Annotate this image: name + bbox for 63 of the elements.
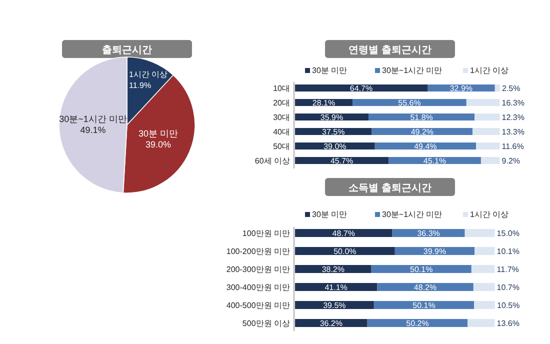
data-label: 49.4%	[414, 142, 437, 151]
data-label: 13.3%	[502, 128, 524, 136]
data-label: 39.5%	[323, 301, 346, 310]
legend-label: 30분~1시간 미만	[382, 210, 442, 219]
y-tick-label: 200-300만원 미만	[226, 265, 290, 274]
legend-label: 1시간 이상	[470, 210, 509, 219]
data-label: 64.7%	[350, 84, 373, 93]
data-label: 48.2%	[414, 283, 437, 292]
y-tick-label: 60세 이상	[254, 156, 290, 166]
legend-label: 30분 미만	[312, 210, 348, 219]
legend-label: 30분 미만	[312, 66, 348, 75]
y-tick-label: 300-400만원 미만	[226, 283, 290, 292]
data-label: 36.2%	[320, 319, 343, 328]
data-label: 50.0%	[334, 247, 356, 256]
y-tick-label: 50대	[273, 142, 290, 151]
data-label: 13.6%	[496, 319, 520, 328]
data-label: 32.9%	[450, 84, 473, 93]
data-label: 49.2%	[410, 128, 434, 136]
data-label: 11.9%	[129, 81, 152, 90]
data-label: 35.9%	[320, 113, 344, 122]
data-label: 39.0%	[324, 142, 346, 151]
data-label: 9.2%	[502, 156, 520, 166]
data-label: 2.5%	[502, 84, 520, 93]
data-label: 36.3%	[417, 229, 440, 238]
data-label: 10.1%	[496, 247, 520, 256]
slice-label: 30분~1시간 미만	[59, 114, 127, 124]
slice-label: 30분 미만	[138, 128, 178, 138]
slice-label: 1시간 이상	[129, 70, 168, 79]
data-label: 41.1%	[324, 283, 348, 292]
y-tick-label: 10대	[273, 84, 290, 93]
data-label: 39.0%	[146, 139, 172, 150]
data-label: 50.1%	[412, 301, 436, 310]
legend-label: 1시간 이상	[470, 66, 509, 75]
data-label: 16.3%	[502, 98, 524, 108]
data-label: 50.1%	[410, 265, 433, 274]
data-label: 45.7%	[330, 156, 354, 166]
y-tick-label: 20대	[273, 98, 290, 108]
data-label: 45.1%	[423, 156, 446, 166]
data-label: 49.1%	[80, 125, 106, 136]
data-label: 28.1%	[312, 98, 336, 108]
data-label: 10.7%	[496, 283, 520, 292]
chart-title: 소득별 출퇴근시간	[348, 183, 432, 194]
y-tick-label: 100-200만원 미만	[226, 247, 290, 256]
chart-title: 연령별 출퇴근시간	[348, 45, 432, 56]
data-label: 15.0%	[496, 229, 520, 238]
y-tick-label: 400-500만원 미만	[226, 301, 290, 310]
data-label: 11.6%	[502, 142, 524, 151]
data-label: 51.8%	[410, 113, 433, 122]
data-label: 48.7%	[332, 229, 355, 238]
data-label: 37.5%	[322, 128, 345, 136]
data-label: 38.2%	[322, 265, 345, 274]
y-tick-label: 100만원 미만	[242, 229, 290, 238]
data-label: 10.5%	[497, 301, 520, 310]
data-label: 50.2%	[406, 319, 429, 328]
data-label: 12.3%	[502, 113, 524, 122]
data-label: 11.7%	[496, 265, 519, 274]
data-label: 39.9%	[423, 247, 446, 256]
legend-label: 30분~1시간 미만	[382, 66, 442, 75]
chart-title: 출퇴근시간	[102, 45, 152, 56]
data-label: 55.6%	[398, 98, 421, 108]
y-tick-label: 500만원 이상	[242, 319, 290, 328]
y-tick-label: 40대	[273, 128, 290, 136]
y-tick-label: 30대	[273, 113, 290, 122]
